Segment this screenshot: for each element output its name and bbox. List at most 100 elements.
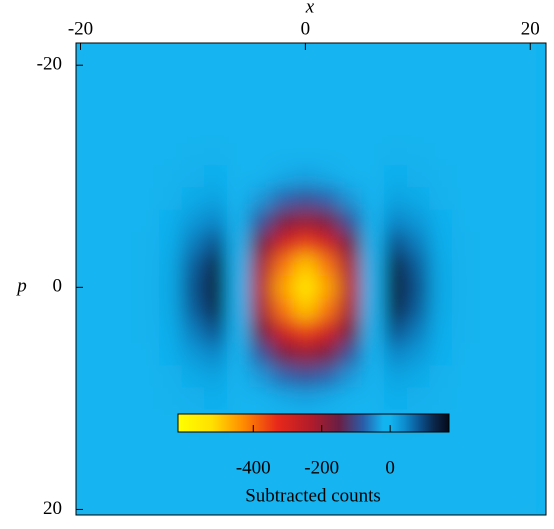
heatmap-cell [226, 476, 250, 499]
heatmap-cell [159, 320, 183, 344]
heatmap-cell [76, 187, 93, 211]
heatmap-cell [339, 76, 363, 100]
heatmap-cell [136, 120, 160, 144]
heatmap-cell [406, 387, 430, 410]
heatmap-cell [114, 387, 138, 410]
heatmap-cell [159, 43, 183, 55]
heatmap-cell [181, 320, 205, 344]
heatmap-cell [249, 431, 273, 455]
heatmap-cell [406, 276, 430, 299]
heatmap-cell [384, 320, 408, 344]
heatmap-cell [249, 98, 273, 122]
heatmap-cell [204, 431, 228, 455]
heatmap-cell [316, 209, 340, 233]
heatmap-cell [316, 387, 340, 410]
heatmap-cell [361, 120, 385, 144]
heatmap-cell [429, 76, 453, 100]
heatmap-cell [429, 365, 453, 388]
heatmap-cell [159, 431, 183, 455]
heatmap-cell [181, 209, 205, 233]
heatmap-cell [316, 120, 340, 144]
heatmap-cell [76, 498, 93, 515]
heatmap-cell [76, 409, 93, 433]
heatmap-cell [361, 298, 385, 322]
heatmap-cell [519, 298, 543, 322]
y-tick-label: -20 [37, 54, 62, 75]
heatmap-cell [76, 365, 93, 388]
heatmap-cell [159, 187, 183, 211]
heatmap-cell [361, 365, 385, 388]
heatmap-cell [316, 254, 340, 277]
heatmap-cell [496, 254, 520, 277]
heatmap-cell [429, 298, 453, 322]
heatmap-cell [406, 498, 430, 515]
heatmap-cell [76, 120, 93, 144]
heatmap-cell [519, 98, 543, 122]
heatmap-cell [91, 231, 115, 255]
heatmap-cell [384, 231, 408, 255]
heatmap-cell [159, 120, 183, 144]
heatmap-cell [204, 76, 228, 100]
heatmap-cell [114, 187, 138, 211]
heatmap-cell [91, 320, 115, 344]
heatmap-cell [271, 98, 295, 122]
heatmap-cell [384, 142, 408, 166]
heatmap-cell [496, 476, 520, 499]
heatmap-cell [429, 320, 453, 344]
heatmap-cell [136, 476, 160, 499]
heatmap-cell [204, 387, 228, 410]
x-tick-label: 0 [301, 18, 311, 39]
heatmap-cell [91, 54, 115, 77]
heatmap-cell [519, 76, 543, 100]
heatmap-cell [271, 365, 295, 388]
heatmap-cell [361, 431, 385, 455]
heatmap-cell [226, 387, 250, 410]
heatmap-cell [339, 54, 363, 77]
heatmap-cell [159, 165, 183, 188]
heatmap-cell [76, 76, 93, 100]
heatmap-cell [496, 76, 520, 100]
heatmap-cell [316, 98, 340, 122]
heatmap-cell [474, 276, 498, 299]
heatmap-cell [181, 431, 205, 455]
heatmap-cell [519, 231, 543, 255]
heatmap-cell [474, 387, 498, 410]
heatmap-cell [496, 453, 520, 477]
heatmap-cell [384, 209, 408, 233]
heatmap-cell [406, 231, 430, 255]
heatmap-cell [91, 142, 115, 166]
heatmap-cell [496, 342, 520, 366]
heatmap-cell [339, 142, 363, 166]
heatmap-cell [294, 187, 318, 211]
heatmap-cell [429, 165, 453, 188]
heatmap-cell [496, 231, 520, 255]
heatmap-cell [496, 98, 520, 122]
heatmap-cell [384, 76, 408, 100]
heatmap-cell [451, 498, 475, 515]
heatmap-cell [271, 76, 295, 100]
heatmap-cell [339, 387, 363, 410]
heatmap-cell [496, 187, 520, 211]
heatmap-cell [271, 165, 295, 188]
x-tick-label: 20 [521, 18, 540, 39]
heatmap-cell [294, 76, 318, 100]
heatmap-cell [406, 298, 430, 322]
heatmap-cell [451, 254, 475, 277]
heatmap-cell [91, 498, 115, 515]
heatmap-cell [361, 276, 385, 299]
heatmap-cell [76, 431, 93, 455]
heatmap-cell [294, 498, 318, 515]
heatmap-cell [361, 142, 385, 166]
heatmap-cell [136, 54, 160, 77]
heatmap-cell [159, 231, 183, 255]
heatmap-cell [496, 43, 520, 55]
heatmap-cell [136, 387, 160, 410]
heatmap-cell [91, 387, 115, 410]
heatmap-cell [339, 254, 363, 277]
heatmap-cell [91, 98, 115, 122]
heatmap-cell [181, 54, 205, 77]
heatmap-cell [181, 76, 205, 100]
heatmap-cell [316, 142, 340, 166]
heatmap-cell [159, 54, 183, 77]
heatmap-cell [91, 165, 115, 188]
